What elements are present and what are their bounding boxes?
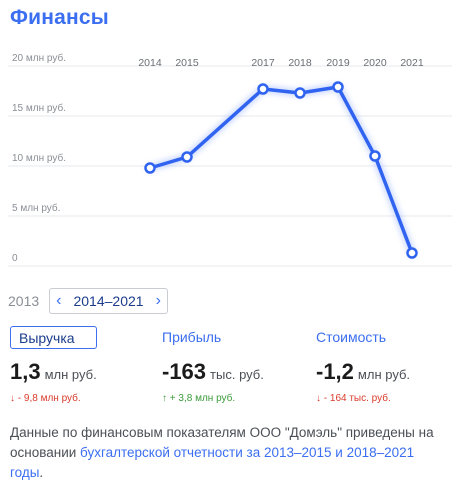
- x-tick-label: 2021: [400, 57, 424, 69]
- profit-delta: ↑ + 3,8 млн руб.: [162, 393, 236, 404]
- data-point: [144, 162, 156, 174]
- x-tick-label: 2020: [363, 57, 387, 69]
- revenue-delta: ↓ - 9,8 млн руб.: [10, 393, 81, 404]
- footer-end: .: [39, 465, 44, 480]
- finance-line-chart: 20 млн руб. 15 млн руб. 10 млн руб. 5 млн р…: [8, 52, 452, 267]
- revenue-unit: млн руб.: [44, 367, 97, 382]
- year-navigation: 2013 ‹ 2014–2021 ›: [8, 287, 168, 315]
- x-tick-label: 2017: [251, 57, 275, 69]
- prev-year-link[interactable]: 2013: [8, 293, 40, 309]
- data-point: [181, 151, 193, 163]
- y-tick-label: 20 млн руб.: [12, 52, 66, 64]
- data-point: [406, 247, 418, 259]
- data-point: [257, 83, 269, 95]
- revenue-value: 1,3: [10, 359, 41, 384]
- x-tick-label: 2018: [288, 57, 312, 69]
- year-range-selector: ‹ 2014–2021 ›: [49, 288, 168, 314]
- y-tick-label: 10 млн руб.: [12, 152, 66, 164]
- series-line-glow: [146, 83, 416, 257]
- financial-reports-link[interactable]: бухгалтерской отчетности за 2013–2015 и …: [10, 445, 415, 480]
- section-title: Финансы: [10, 6, 109, 29]
- cost-delta: ↓ - 164 тыс. руб.: [316, 393, 391, 404]
- cost-unit: млн руб.: [357, 367, 411, 382]
- data-point: [294, 87, 306, 99]
- data-source-note: Данные по финансовым показателям ООО "До…: [10, 423, 448, 483]
- tab-revenue[interactable]: Выручка: [10, 326, 97, 349]
- footer-text: Данные по финансовым показателям ООО "До…: [10, 425, 434, 460]
- chevron-left-icon[interactable]: ‹: [56, 292, 62, 309]
- x-tick-label: 2014: [138, 57, 162, 69]
- metric-revenue: Выручка 1,3 млн руб. ↓ - 9,8 млн руб.: [10, 326, 97, 404]
- data-point: [332, 81, 344, 93]
- series-line: [148, 85, 414, 255]
- x-tick-label: 2015: [175, 57, 199, 69]
- profit-unit: тыс. руб.: [210, 367, 264, 382]
- chevron-right-icon[interactable]: ›: [155, 292, 161, 309]
- y-tick-label: 15 млн руб.: [12, 102, 66, 114]
- cost-value: -1,2: [316, 359, 354, 384]
- x-tick-label: 2019: [326, 57, 350, 69]
- y-tick-label: 5 млн руб.: [12, 202, 60, 214]
- metric-profit: Прибыль -163 тыс. руб. ↑ + 3,8 млн руб.: [162, 326, 264, 404]
- metric-value-cost: Стоимость -1,2 млн руб. ↓ - 164 тыс. руб.: [316, 326, 410, 404]
- tab-profit[interactable]: Прибыль: [162, 329, 222, 345]
- year-range-label: 2014–2021: [73, 293, 144, 309]
- data-point: [369, 150, 381, 162]
- profit-value: -163: [162, 359, 207, 384]
- tab-cost[interactable]: Стоимость: [316, 329, 387, 345]
- y-tick-label: 0: [12, 253, 18, 264]
